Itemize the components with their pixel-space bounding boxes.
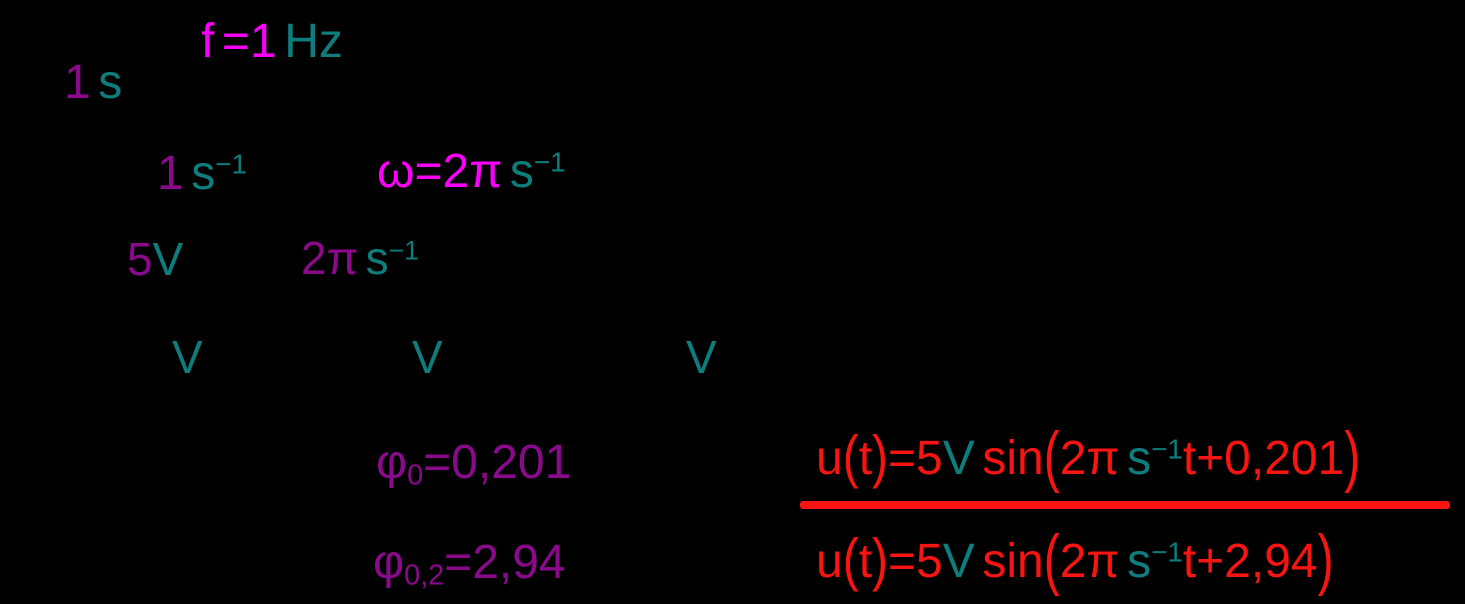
period-value: 1 s: [64, 56, 123, 110]
formula-segment: s: [90, 56, 123, 109]
formula-segment: −1: [1151, 433, 1183, 465]
formula-segment: u: [816, 432, 843, 485]
formula-segment: =: [888, 432, 917, 485]
formula-segment: s: [1119, 432, 1152, 485]
voltage-equation-result-1: u(t)=5V sin(2π s−1t+0,201): [816, 420, 1360, 495]
formula-segment: 1: [249, 15, 277, 68]
formula-segment: (: [842, 425, 859, 491]
formula-segment: 2π: [301, 232, 359, 284]
formula-segment: 2π: [442, 145, 503, 198]
formula-segment: −1: [1151, 536, 1183, 568]
formula-segment: s: [1119, 535, 1152, 588]
formula-segment: ω: [377, 145, 415, 198]
formula-segment: ): [1317, 522, 1334, 598]
volt-unit-annotation-2: V: [412, 332, 443, 383]
formula-segment: −1: [533, 146, 566, 178]
formula-segment: V: [942, 432, 975, 485]
result-underline: [800, 501, 1450, 509]
frequency-equation: f =1 Hz: [201, 15, 343, 69]
inverse-second-value: 1 s−1: [157, 147, 248, 201]
formula-segment: =: [414, 145, 443, 198]
formula-segment: V: [686, 331, 717, 383]
formula-segment: 0: [407, 459, 424, 492]
formula-segment: 5: [916, 535, 943, 588]
formula-segment: f: [201, 15, 215, 68]
volt-unit-annotation-1: V: [172, 332, 203, 383]
formula-segment: s: [502, 145, 534, 198]
angular-frequency-equation: ω=2π s−1: [377, 145, 566, 199]
formula-segment: t: [858, 535, 873, 588]
formula-segment: −1: [388, 235, 420, 266]
formula-segment: φ: [373, 536, 405, 589]
formula-segment: −1: [215, 148, 248, 180]
formula-segment: ): [1344, 419, 1361, 495]
formula-segment: ): [872, 425, 889, 491]
formula-segment: 5: [127, 233, 153, 285]
formula-segment: V: [152, 233, 184, 285]
formula-segment: (: [1043, 522, 1060, 598]
formula-segment: ): [872, 528, 889, 594]
formula-segment: 0,2: [404, 559, 445, 592]
formula-segment: t: [858, 432, 873, 485]
formula-segment: s: [183, 147, 216, 200]
formula-segment: =: [214, 15, 250, 68]
phase-solution-1: φ0=0,201: [376, 436, 572, 492]
formula-segment: V: [942, 535, 975, 588]
formula-segment: sin: [974, 535, 1044, 588]
angular-frequency-value: 2π s−1: [301, 233, 419, 284]
formula-segment: t+0,201: [1182, 432, 1345, 485]
formula-segment: Hz: [276, 15, 343, 68]
formula-segment: φ: [376, 436, 408, 489]
formula-segment: =: [888, 535, 917, 588]
formula-segment: V: [412, 331, 443, 383]
formula-segment: s: [358, 232, 389, 284]
formula-segment: 1: [157, 147, 184, 200]
formula-segment: (: [842, 528, 859, 594]
formula-segment: 1: [64, 56, 91, 109]
amplitude-value: 5V: [127, 234, 183, 285]
formula-segment: sin: [974, 432, 1044, 485]
formula-segment: =0,201: [423, 436, 572, 489]
formula-segment: (: [1043, 419, 1060, 495]
volt-unit-annotation-3: V: [686, 332, 717, 383]
formula-segment: u: [816, 535, 843, 588]
formula-segment: 2π: [1059, 432, 1120, 485]
formula-segment: V: [172, 331, 203, 383]
formula-segment: t+2,94: [1182, 535, 1318, 588]
phase-solution-2: φ0,2=2,94: [373, 536, 566, 592]
formula-segment: =2,94: [444, 536, 566, 589]
formula-segment: 5: [916, 432, 943, 485]
formula-segment: 2π: [1059, 535, 1120, 588]
voltage-equation-result-2: u(t)=5V sin(2π s−1t+2,94): [816, 523, 1334, 598]
